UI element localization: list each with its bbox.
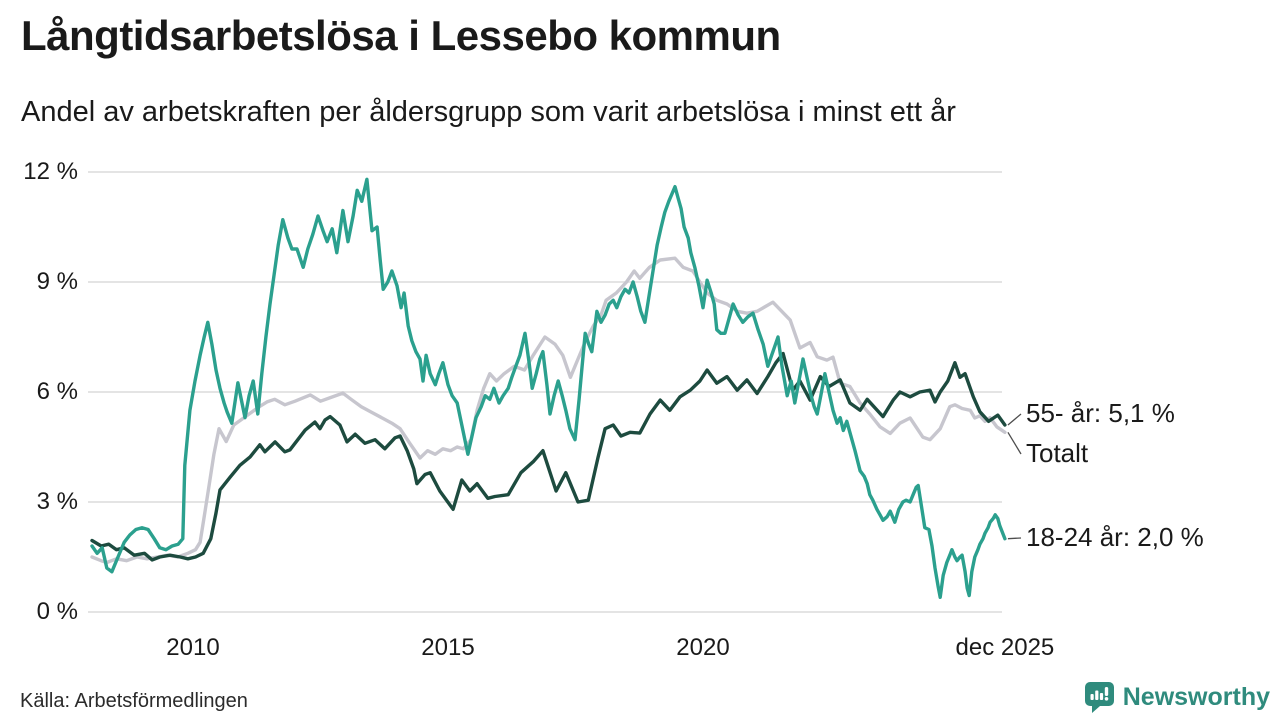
series-line-55--år (90, 351, 1007, 562)
chart-subtitle: Andel av arbetskraften per åldersgrupp s… (21, 96, 956, 128)
x-tick-2010: 2010 (166, 634, 220, 661)
leader-line-Totalt (1007, 431, 1022, 455)
newsworthy-logo: Newsworthy (1084, 681, 1270, 713)
end-label-55--år: 55- år: 5,1 % (1026, 398, 1175, 428)
y-tick-6: 6 % (36, 378, 78, 405)
x-tick-2020: 2020 (676, 634, 730, 661)
series-line-Totalt (90, 256, 1007, 565)
x-tick-2015: 2015 (421, 634, 475, 661)
y-tick-3: 3 % (36, 488, 78, 515)
source-caption: Källa: Arbetsförmedlingen (20, 690, 248, 712)
leader-line-18-24-år (1007, 537, 1022, 540)
y-tick-9: 9 % (36, 268, 78, 295)
series-line-18-24-år (90, 177, 1007, 599)
end-label-Totalt: Totalt (1026, 438, 1089, 468)
y-tick-0: 0 % (36, 598, 78, 625)
page-title: Långtidsarbetslösa i Lessebo kommun (21, 12, 781, 59)
x-tick-dec-2025: dec 2025 (955, 634, 1055, 661)
newsworthy-wordmark: Newsworthy (1122, 682, 1270, 711)
end-label-18-24-år: 18-24 år: 2,0 % (1026, 522, 1204, 552)
newsworthy-bubble-icon (1084, 682, 1114, 713)
y-tick-12: 12 % (23, 158, 78, 185)
leader-line-55--år (1007, 413, 1022, 426)
